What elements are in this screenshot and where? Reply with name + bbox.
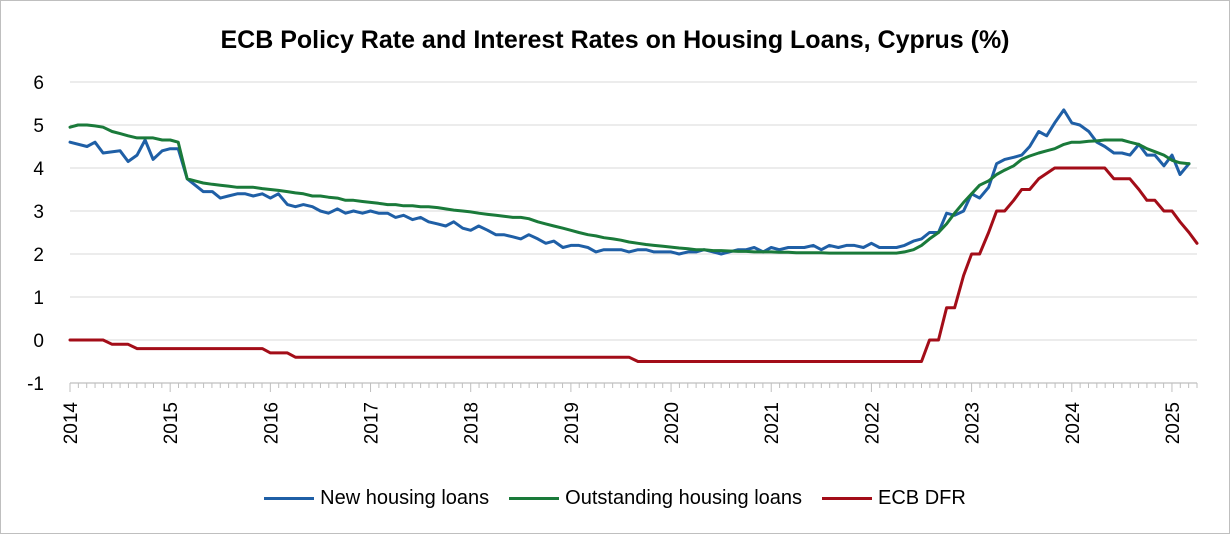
x-tick-label: 2014 — [61, 402, 82, 445]
legend-item-new-loans: New housing loans — [264, 487, 489, 510]
x-tick-label: 2024 — [1063, 402, 1084, 445]
x-tick-label: 2018 — [462, 402, 483, 444]
series-line-ecb-dfr — [68, 166, 1199, 363]
y-tick-label: 0 — [33, 331, 44, 352]
y-tick-label: 2 — [33, 245, 44, 266]
series-lines — [68, 108, 1199, 363]
x-tick-label: 2020 — [662, 402, 683, 444]
y-tick-label: 3 — [33, 202, 44, 223]
y-axis-ticks: 6 5 4 3 2 1 0 -1 — [27, 73, 44, 395]
legend-swatch-outstanding-loans — [509, 497, 560, 500]
series-line-new-housing-loans — [68, 108, 1191, 256]
x-tick-label: 2023 — [963, 402, 984, 444]
x-axis — [69, 382, 1198, 392]
y-tick-label: -1 — [27, 374, 44, 395]
legend-swatch-new-loans — [264, 497, 315, 500]
legend-item-ecb-dfr: ECB DFR — [822, 487, 966, 510]
series-line-outstanding-housing-loans — [68, 123, 1191, 255]
legend-item-outstanding-loans: Outstanding housing loans — [509, 487, 802, 510]
legend-swatch-ecb-dfr — [822, 497, 873, 500]
x-tick-label: 2022 — [862, 402, 883, 444]
legend: New housing loans Outstanding housing lo… — [0, 487, 1230, 510]
y-tick-label: 4 — [33, 159, 44, 180]
legend-label-new-loans: New housing loans — [320, 487, 490, 509]
y-tick-label: 6 — [33, 73, 44, 94]
x-tick-label: 2025 — [1163, 402, 1184, 444]
x-axis-ticks: 2014 2015 2016 2017 2018 2019 2020 2021 2022 2023… — [61, 402, 1184, 445]
x-tick-label: 2016 — [261, 402, 282, 444]
y-tick-label: 1 — [33, 288, 44, 309]
gridlines — [70, 81, 1197, 341]
x-tick-label: 2019 — [562, 402, 583, 444]
legend-label-outstanding-loans: Outstanding housing loans — [565, 487, 803, 509]
chart-title: ECB Policy Rate and Interest Rates on Ho… — [220, 26, 1010, 54]
x-tick-label: 2015 — [161, 402, 182, 444]
x-tick-label: 2021 — [762, 402, 783, 444]
x-tick-label: 2017 — [362, 402, 383, 444]
y-tick-label: 5 — [33, 116, 44, 137]
legend-label-ecb-dfr: ECB DFR — [878, 487, 966, 509]
